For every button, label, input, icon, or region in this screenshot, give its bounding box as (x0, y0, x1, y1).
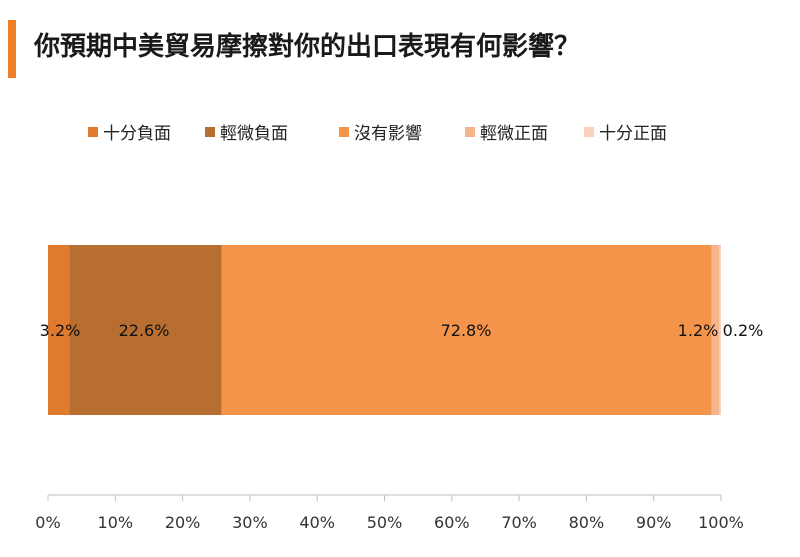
title-accent-bar (8, 20, 16, 78)
data-label-5: 0.2% (723, 321, 764, 340)
x-tick-label: 10% (98, 513, 134, 532)
bar-segment-4 (711, 245, 720, 415)
legend-swatch (584, 126, 594, 137)
data-label-3: 72.8% (441, 321, 492, 340)
x-tick-label: 0% (35, 513, 60, 532)
x-tick-label: 40% (299, 513, 335, 532)
legend-label: 十分負面 (103, 124, 171, 144)
x-tick-label: 70% (501, 513, 537, 532)
legend-swatch (465, 126, 475, 137)
legend-label: 輕微負面 (220, 124, 288, 144)
legend-item-3: 沒有影響 (339, 119, 422, 144)
x-tick-label: 50% (367, 513, 403, 532)
bar-segment-5 (719, 245, 721, 415)
legend-item-5: 十分正面 (584, 119, 667, 144)
legend-label: 輕微正面 (480, 124, 548, 144)
bar-segment-2 (69, 245, 222, 415)
x-tick-label: 80% (569, 513, 605, 532)
legend-swatch (339, 126, 349, 137)
legend-item-4: 輕微正面 (465, 119, 548, 144)
chart-title: 你預期中美貿易摩擦對你的出口表現有何影響？ (34, 32, 581, 62)
data-label-2: 22.6% (119, 321, 170, 340)
x-tick-label: 100% (698, 513, 744, 532)
legend-swatch (205, 126, 215, 137)
x-tick-label: 20% (165, 513, 201, 532)
data-label-4: 1.2% (678, 321, 719, 340)
legend-swatch (88, 126, 98, 137)
x-tick-label: 60% (434, 513, 470, 532)
legend-item-2: 輕微負面 (205, 119, 288, 144)
legend-label: 沒有影響 (354, 124, 422, 144)
legend: 十分負面 輕微負面 沒有影響 輕微正面 十分正面 (0, 119, 800, 144)
data-label-1: 3.2% (40, 321, 81, 340)
x-tick-label: 30% (232, 513, 268, 532)
legend-item-1: 十分負面 (88, 119, 171, 144)
bar-segment-1 (48, 245, 70, 415)
bar-segment-3 (221, 245, 712, 415)
x-tick-label: 90% (636, 513, 672, 532)
legend-label: 十分正面 (599, 124, 667, 144)
